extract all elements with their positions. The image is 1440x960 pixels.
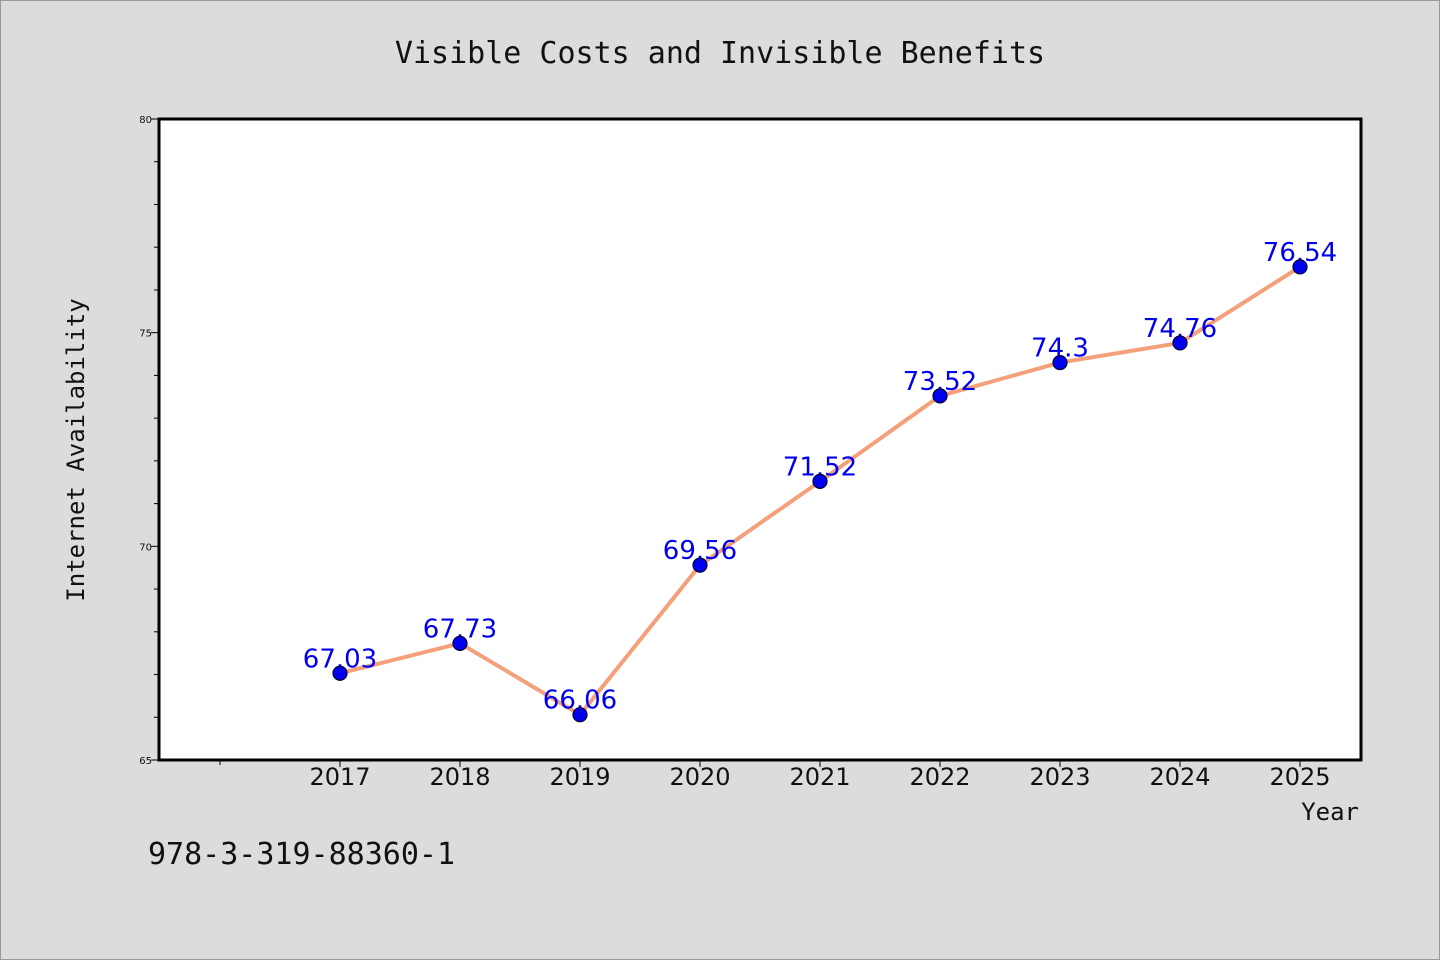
isbn-text: 978-3-319-88360-1 xyxy=(148,837,455,872)
data-point xyxy=(1292,259,1308,275)
x-tick-label: 2017 xyxy=(309,763,370,791)
data-point xyxy=(932,388,948,404)
data-point xyxy=(332,665,348,681)
x-tick-label: 2023 xyxy=(1029,763,1090,791)
data-point xyxy=(1172,335,1188,351)
x-tick-label: 2022 xyxy=(909,763,970,791)
y-tick-label: 70 xyxy=(139,542,152,553)
y-axis-label: Internet Availability xyxy=(62,298,90,601)
y-axis: 65 70 75 80 xyxy=(139,115,159,767)
x-axis-label: Year xyxy=(1301,798,1359,826)
data-point xyxy=(452,635,468,651)
x-axis: 2017 2018 2019 2020 2021 2022 2023 2024 2025 xyxy=(219,760,1331,791)
x-tick-label: 2018 xyxy=(429,763,490,791)
x-tick-label: 2021 xyxy=(789,763,850,791)
chart-title: Visible Costs and Invisible Benefits xyxy=(395,36,1045,71)
y-tick-label: 80 xyxy=(139,115,152,126)
plot-area xyxy=(157,117,1363,762)
data-point xyxy=(692,557,708,573)
data-point xyxy=(572,707,588,723)
x-tick-label: 2025 xyxy=(1269,763,1330,791)
x-tick-label: 2020 xyxy=(669,763,730,791)
data-point xyxy=(1052,354,1068,371)
x-tick-label: 2024 xyxy=(1149,763,1210,791)
y-tick-label: 75 xyxy=(139,329,152,340)
x-tick-label: 2019 xyxy=(549,763,610,791)
data-point xyxy=(812,473,828,489)
series-markers xyxy=(332,259,1308,723)
y-tick-label: 65 xyxy=(139,756,152,767)
